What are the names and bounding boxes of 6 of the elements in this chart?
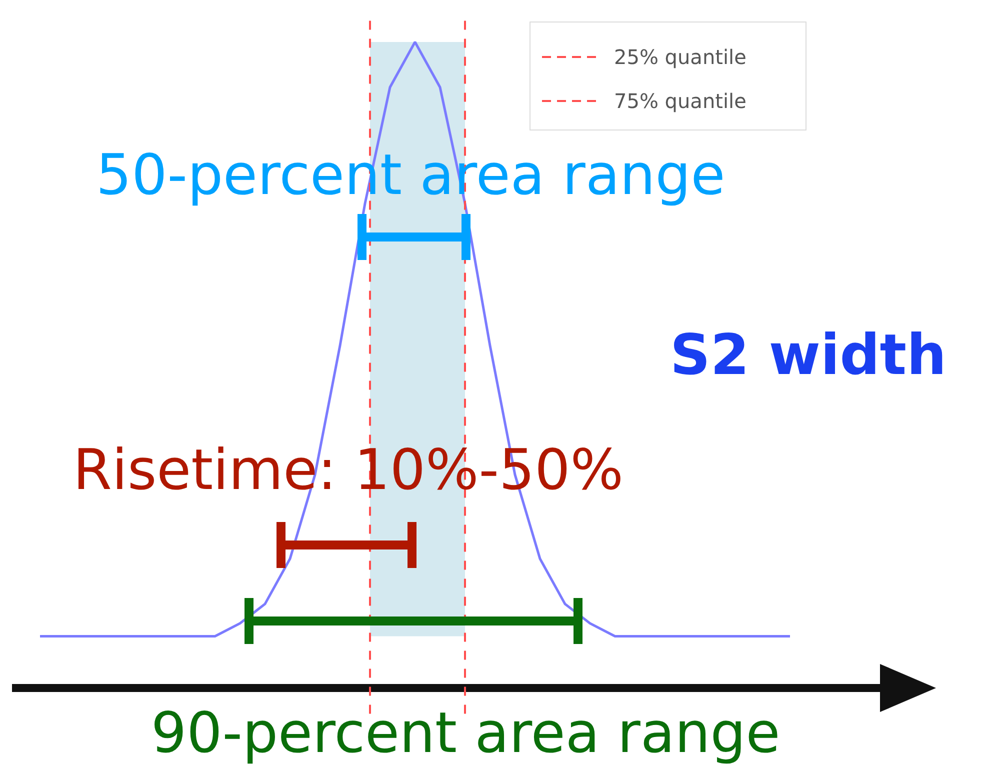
- annotation: Risetime: 10%-50%: [73, 438, 624, 503]
- annotation: S2 width: [670, 323, 946, 388]
- text: 90-percent area range: [151, 701, 780, 766]
- annotation: 75% quantile: [614, 89, 746, 113]
- annotation: 25% quantile: [614, 45, 746, 69]
- annotation: 50-percent area range: [96, 143, 726, 208]
